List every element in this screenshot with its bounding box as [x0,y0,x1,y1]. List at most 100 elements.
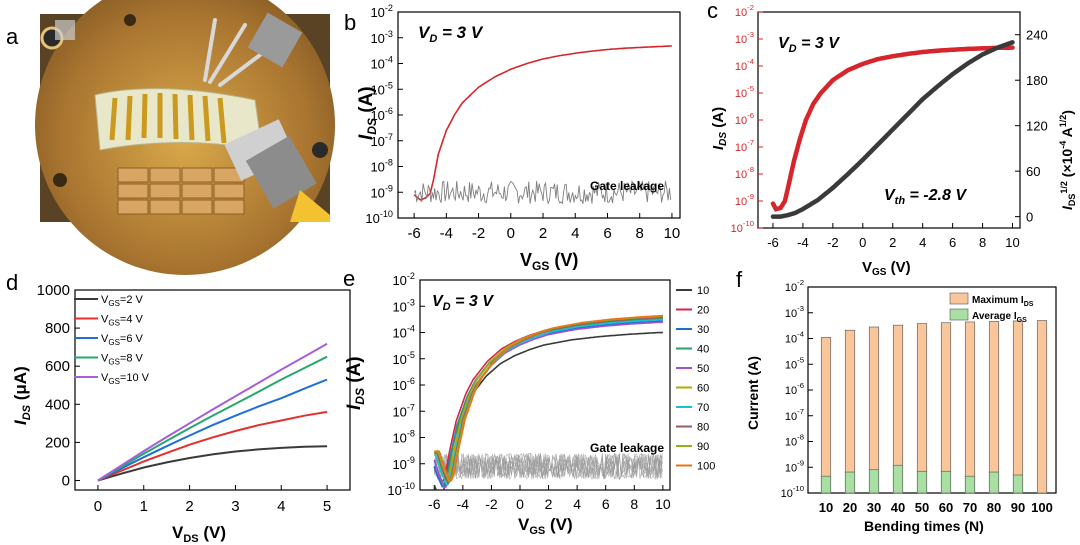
panel-d-xlabel: VDS (V) [172,523,226,545]
panel-e-leakage-line [434,452,663,480]
panel-d-legend-label: VGS=10 V [101,372,150,386]
panel-a-photo [35,0,335,275]
panel-c-sqrt-line [770,40,1015,219]
panel-d-legend-label: VGS=8 V [101,353,144,367]
panel-b-xtick-label: 0 [507,225,515,242]
panel-c-ylabel-left: IDS (A) [710,107,729,150]
panel-e-xtick-label: -6 [428,496,441,512]
panel-b-ytick-label: 10-6 [370,106,393,123]
panel-d-series-line [97,445,328,482]
panel-c-ytick-left-label: 10-5 [735,84,754,100]
panel-b-xtick-label: 2 [539,225,547,242]
panel-e-legend-label: 60 [697,383,709,395]
panel-e-legend-label: 70 [697,402,709,414]
panel-b-ytick-label: 10-3 [370,29,393,46]
panel-f-ytick-label: 10-2 [785,278,804,294]
panel-d-series-line [97,410,328,482]
panel-e-legend-label: 100 [697,461,715,473]
panel-c-ytick-left-label: 10-6 [735,111,754,127]
panel-c-ytick-left-label: 10-8 [735,165,754,181]
panel-c-xtick-label: 6 [949,235,956,250]
panel-f-bar-max [940,322,952,494]
panel-d-xtick-label: 5 [323,498,331,515]
panel-d-legend-label: VGS=2 V [101,294,144,308]
panel-f-xtick-label: 60 [939,500,953,515]
panel-c-ytick-left-label: 10-2 [735,3,754,19]
panel-e-xtick-label: 10 [655,496,671,512]
panel-b-xtick-label: -2 [472,225,485,242]
panel-letter-e: e [343,266,355,291]
panel-e-ytick-label: 10-2 [392,271,415,288]
panel-d-frame [74,289,351,491]
panel-b-xtick-label: -6 [407,225,420,242]
panel-f-bar-avg [868,469,880,494]
panel-e-xtick-label: 4 [573,496,581,512]
panel-f-bar-max [844,329,856,494]
panel-c-ytick-left-label: 10-4 [735,57,755,73]
panel-f-bar-max [916,323,928,494]
panel-c-ids-line [770,45,1015,212]
panel-f-ytick-label: 10-10 [781,484,804,500]
panel-b-ytick-label: 10-8 [370,158,393,175]
panel-letter-f: f [736,267,743,292]
panel-f-bar-max [1036,320,1048,494]
panel-e-series-line [434,314,663,482]
panel-e-xtick-label: 0 [516,496,524,512]
panel-f-bar-avg [916,470,928,494]
panel-e-leakage-line [434,452,663,480]
panel-f-bar-max [964,321,976,494]
panel-f-ytick-label: 10-6 [785,381,804,397]
panel-e-xlabel: VGS (V) [518,515,573,537]
panel-e-ylabel: IDS (A) [344,356,367,410]
panel-b-xtick-label: 8 [636,225,644,242]
panel-b-ytick-label: 10-9 [370,183,393,200]
panel-e-xtick-label: -2 [485,496,498,512]
panel-c-vth-annotation: Vth = -2.8 V [884,187,967,207]
panel-f-xtick-label: 20 [843,500,857,515]
panel-c-xtick-label: 2 [889,235,896,250]
panel-e-xtick-label: -4 [457,496,470,512]
panel-e-vd-annotation: VD = 3 V [432,293,494,313]
panel-b-xtick-label: 4 [571,225,579,242]
panel-e-legend-label: 20 [697,305,709,317]
panel-f-bar-max [820,337,832,494]
panel-d-xtick-label: 2 [185,498,193,515]
panel-c-chart: -6 -4 -2 0 2 4 6 8 10 10-10 10-9 10-8 10-7 10-6 10-5 10… [710,3,1077,278]
panel-f-ylabel: Current (A) [745,356,761,430]
panel-e-legend-label: 80 [697,422,709,434]
panel-f-bar-max [868,326,880,494]
panel-c-ytick-left-label: 10-10 [731,219,754,235]
panel-f-bar-avg [892,464,904,494]
panel-e-xtick-label: 8 [630,496,638,512]
panel-b-ytick-label: 10-10 [365,209,393,226]
panel-f-chart: 10-10 10-9 10-8 10-7 10-6 10-5 10-4 10-3 10-2 10 2… [745,278,1057,534]
panel-e-ytick-label: 10-9 [392,455,415,472]
panel-d-chart: 0 1 2 3 4 5 0 200 400 600 800 1000 VGS=2 V VGS=4 V VG… [11,282,351,545]
panel-f-bar-avg [964,475,976,494]
panel-c-xtick-label: -4 [797,235,809,250]
panel-e-xtick-label: 2 [545,496,553,512]
panel-f-xtick-label: 50 [915,500,929,515]
panel-d-ytick-label: 800 [45,320,70,337]
panel-d-xtick-label: 3 [231,498,239,515]
panel-b-xlabel: VGS (V) [520,250,578,273]
panel-b-ytick-label: 10-4 [370,55,393,72]
panel-d-ytick-label: 0 [62,472,70,489]
panel-c-ytick-right-label: 0 [1026,210,1033,225]
panel-e-ytick-label: 10-7 [392,402,415,419]
panel-c-ytick-left-label: 10-7 [735,138,754,154]
panel-c-ytick-right-label: 240 [1026,28,1048,43]
panel-f-xtick-label: 100 [1031,500,1053,515]
panel-c-xtick-label: 4 [919,235,926,250]
panel-c-xtick-label: 8 [979,235,986,250]
panel-letter-d: d [6,270,18,295]
panel-f-xtick-label: 90 [1011,500,1025,515]
panel-b-vd-annotation: VD = 3 V [418,23,484,45]
panel-e-ytick-label: 10-10 [387,481,415,498]
panel-f-ytick-label: 10-4 [785,330,805,346]
panel-e-legend-label: 90 [697,441,709,453]
panel-f-ytick-label: 10-3 [785,304,804,320]
panel-c-xtick-label: 0 [859,235,866,250]
panel-c-ylabel-right: IDS1/2 (×10-4 A1/2) [1058,110,1077,210]
panel-f-bar-max [1012,320,1024,494]
